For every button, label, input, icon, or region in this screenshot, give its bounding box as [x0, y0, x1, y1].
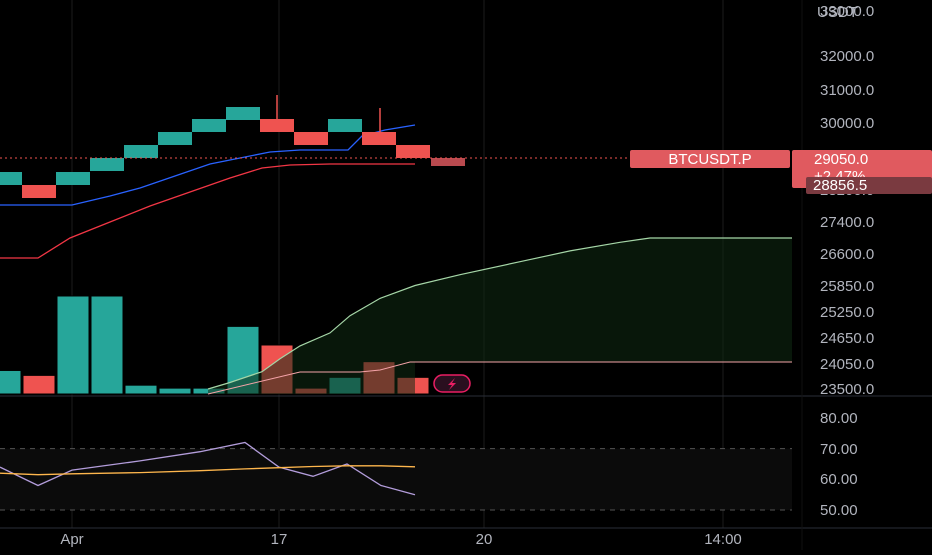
price-tick-label: 30000.0	[820, 115, 874, 132]
time-axis: Apr 17 20 14:00	[60, 531, 741, 548]
moving-averages	[0, 124, 416, 259]
renko-brick	[328, 119, 362, 132]
rsi-signal-line	[0, 465, 416, 476]
rsi-line	[0, 441, 416, 496]
price-tick-label: 27400.0	[820, 214, 874, 231]
renko-brick	[362, 132, 396, 145]
price-tick-label: 33000.0	[820, 3, 874, 20]
time-tick-label: 17	[271, 531, 288, 548]
price-tick-label: 31000.0	[820, 82, 874, 99]
time-tick-label: 20	[476, 531, 493, 548]
renko-brick	[226, 107, 260, 120]
renko-brick	[192, 119, 226, 132]
osc-band	[0, 448, 792, 510]
osc-tick-label: 50.00	[820, 502, 858, 519]
symbol-ticker: BTCUSDT.P	[668, 151, 751, 168]
time-tick-label: Apr	[60, 531, 83, 548]
renko-brick	[0, 172, 22, 185]
osc-tick-label: 60.00	[820, 471, 858, 488]
marker-price-value: 28856.5	[813, 177, 867, 194]
symbol-badge-bg	[630, 150, 790, 168]
price-tick-label: 24650.0	[820, 330, 874, 347]
last-price-value: 29050.0	[814, 151, 868, 168]
price-tick-label: 25250.0	[820, 304, 874, 321]
oscillator-panel	[0, 441, 792, 511]
renko-brick	[56, 172, 90, 185]
cumulative-fill	[208, 238, 792, 394]
reference-line	[207, 361, 792, 395]
volume-bar	[158, 387, 192, 395]
marker-price-badge: 28856.5	[806, 177, 932, 194]
renko-brick	[90, 158, 124, 171]
renko-brick-current	[431, 158, 465, 166]
renko-brick	[260, 119, 294, 132]
volume-bar	[124, 384, 158, 395]
price-axis: USDT 33000.032000.031000.030000.028200.0…	[817, 3, 874, 519]
cumulative-area	[207, 237, 792, 395]
cumulative-line	[207, 237, 792, 390]
renko-brick	[22, 185, 56, 198]
renko-brick	[294, 132, 328, 145]
lightning-icon[interactable]	[433, 374, 471, 393]
price-tick-label: 24050.0	[820, 356, 874, 373]
volume-bar	[22, 374, 56, 395]
renko-brick	[158, 132, 192, 145]
currency-label: USDT	[817, 4, 858, 21]
price-tick-label: 23500.0	[820, 381, 874, 398]
renko-bricks	[0, 95, 630, 198]
time-tick-label: 14:00	[704, 531, 742, 548]
volume-bar	[0, 369, 22, 395]
osc-tick-label: 80.00	[820, 410, 858, 427]
price-tick-label: 26600.0	[820, 246, 874, 263]
symbol-badge[interactable]: BTCUSDT.P	[630, 150, 790, 168]
price-tick-label: 25850.0	[820, 278, 874, 295]
price-tick-label: 32000.0	[820, 48, 874, 65]
renko-brick	[396, 145, 430, 158]
volume-bar	[56, 295, 90, 395]
marker-price-badge-bg	[806, 177, 932, 194]
slow-ma-line	[0, 163, 415, 259]
volume-bar	[90, 295, 124, 395]
osc-tick-label: 70.00	[820, 441, 858, 458]
fast-ma-line	[0, 124, 416, 206]
renko-brick	[124, 145, 158, 158]
